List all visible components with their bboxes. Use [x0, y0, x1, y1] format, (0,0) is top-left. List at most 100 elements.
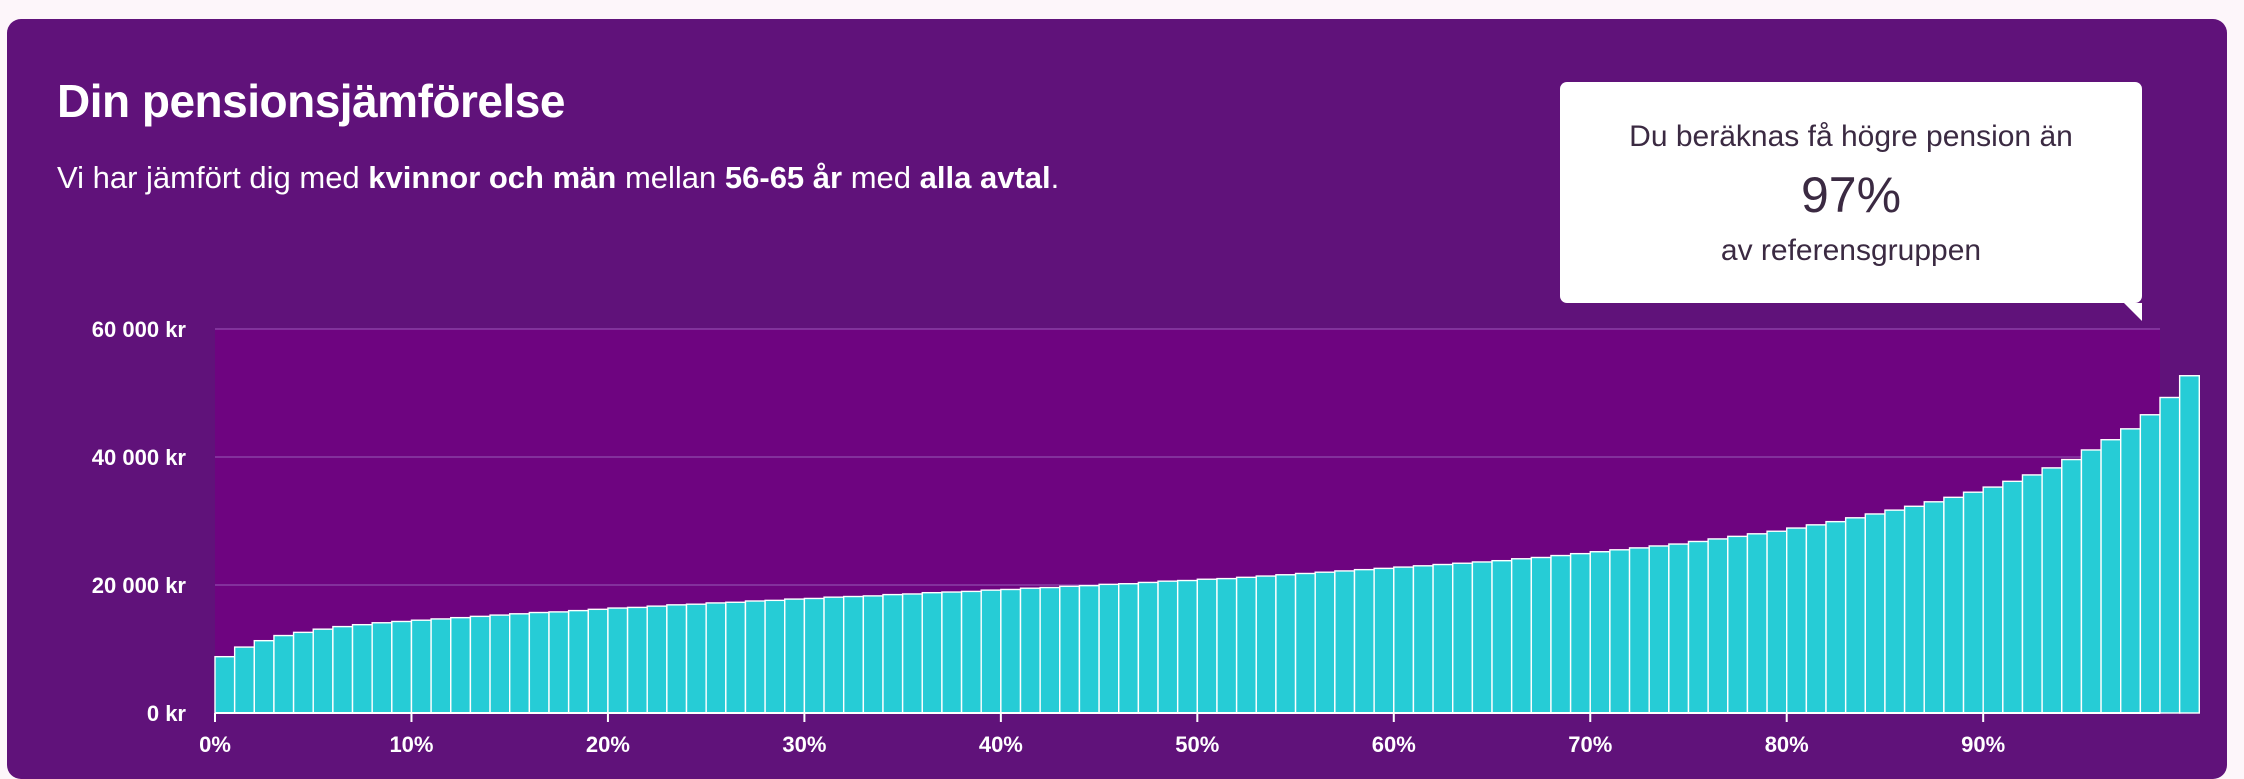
bar: [567, 609, 589, 714]
x-tick-label: 90%: [1961, 732, 2005, 756]
subtitle-gender-group: kvinnor och män: [368, 160, 617, 195]
bar: [2100, 439, 2122, 714]
callout-percentile: 97%: [1800, 167, 1902, 223]
x-tick-label: 50%: [1175, 732, 1219, 756]
bar: [2002, 480, 2024, 714]
bar: [1216, 577, 1238, 714]
x-tick-label: 70%: [1568, 732, 1612, 756]
bar: [1255, 575, 1277, 714]
bar: [391, 620, 413, 714]
subtitle-text-3: med: [842, 160, 920, 195]
bar: [292, 631, 314, 714]
bar: [508, 613, 531, 714]
bar: [1098, 583, 1120, 714]
bar: [1078, 584, 1100, 714]
bar: [1589, 551, 1611, 714]
bar: [1118, 583, 1140, 714]
bar: [685, 603, 707, 714]
x-tick-label: 60%: [1372, 732, 1416, 756]
bar: [1294, 572, 1316, 714]
bar: [607, 607, 629, 714]
bar: [1609, 549, 1631, 714]
bar: [1039, 586, 1061, 714]
bar: [1805, 524, 1827, 714]
bar: [410, 619, 432, 714]
bar: [1569, 552, 1591, 714]
y-axis-ticks: 0 kr 20 000 kr 40 000 kr 60 000 kr: [92, 317, 187, 726]
bar: [901, 593, 923, 714]
bar: [882, 593, 904, 714]
bar: [764, 599, 786, 714]
pension-distribution-chart: 0 kr 20 000 kr 40 000 kr 60 000 kr 0% 10% 20%…: [92, 317, 2200, 756]
callout-reference-text: av referensgruppen: [1720, 234, 1982, 267]
bar: [1314, 571, 1336, 714]
bar: [725, 601, 747, 714]
x-tick-label: 30%: [782, 732, 826, 756]
result-callout: Du beräknas få högre pension än 97% av r…: [1560, 82, 2142, 321]
bar: [823, 596, 845, 714]
bar: [332, 625, 354, 714]
bar: [233, 646, 255, 714]
bar: [1373, 567, 1395, 714]
y-tick-label: 20 000 kr: [92, 573, 187, 598]
bar: [1275, 574, 1297, 714]
y-tick-label: 40 000 kr: [92, 445, 187, 470]
bar: [1412, 565, 1434, 714]
bar: [1884, 509, 1906, 714]
bar: [1000, 588, 1022, 714]
bar: [587, 608, 609, 714]
bar: [960, 590, 982, 714]
bar: [1353, 568, 1375, 714]
bar: [2120, 428, 2142, 714]
bar: [273, 634, 295, 714]
bar: [1059, 585, 1081, 714]
x-tick-label: 40%: [979, 732, 1023, 756]
x-tick-label: 80%: [1765, 732, 1809, 756]
bar: [1903, 505, 1925, 714]
bar: [1707, 538, 1729, 714]
subtitle-text-1: Vi har jämfört dig med: [57, 160, 369, 195]
bar: [1432, 563, 1454, 714]
bar: [1157, 580, 1179, 714]
bar: [705, 602, 727, 714]
bar: [646, 605, 668, 714]
bar: [2080, 449, 2102, 714]
bar: [2178, 375, 2200, 714]
bars: [214, 375, 2200, 714]
subtitle-age-range: 56-65 år: [724, 160, 843, 195]
bar: [1019, 587, 1041, 714]
bar: [784, 598, 806, 714]
bar: [2139, 414, 2161, 714]
subtitle-text-4: .: [1050, 160, 1060, 195]
comparison-description: Vi har jämfört dig med kvinnor och män m…: [57, 160, 1059, 196]
y-tick-label: 60 000 kr: [92, 317, 187, 342]
bar: [214, 655, 236, 714]
subtitle-agreement: alla avtal: [919, 160, 1051, 195]
bar: [1825, 520, 1847, 714]
bar: [1943, 496, 1965, 714]
bar: [548, 611, 570, 714]
bar: [1628, 547, 1650, 714]
bar: [1176, 579, 1199, 714]
callout-text: Du beräknas få högre pension än: [1629, 120, 2073, 153]
x-tick-label: 0%: [199, 732, 231, 756]
bar: [1923, 501, 1945, 714]
bar: [450, 616, 472, 714]
bar: [1137, 581, 1159, 714]
bar: [1982, 486, 2004, 714]
bar: [312, 628, 334, 714]
bar: [371, 622, 393, 714]
bar: [1648, 545, 1670, 714]
bar: [2021, 474, 2043, 714]
bar: [1393, 566, 1415, 714]
bar: [1471, 561, 1493, 714]
bar: [489, 614, 511, 714]
x-tick-label: 10%: [389, 732, 433, 756]
bar: [351, 623, 373, 714]
subtitle-text-2: mellan: [616, 160, 725, 195]
bar: [1530, 556, 1552, 714]
bar: [469, 615, 491, 714]
bar: [1196, 578, 1218, 714]
bar: [1687, 540, 1709, 714]
bar: [842, 595, 865, 714]
